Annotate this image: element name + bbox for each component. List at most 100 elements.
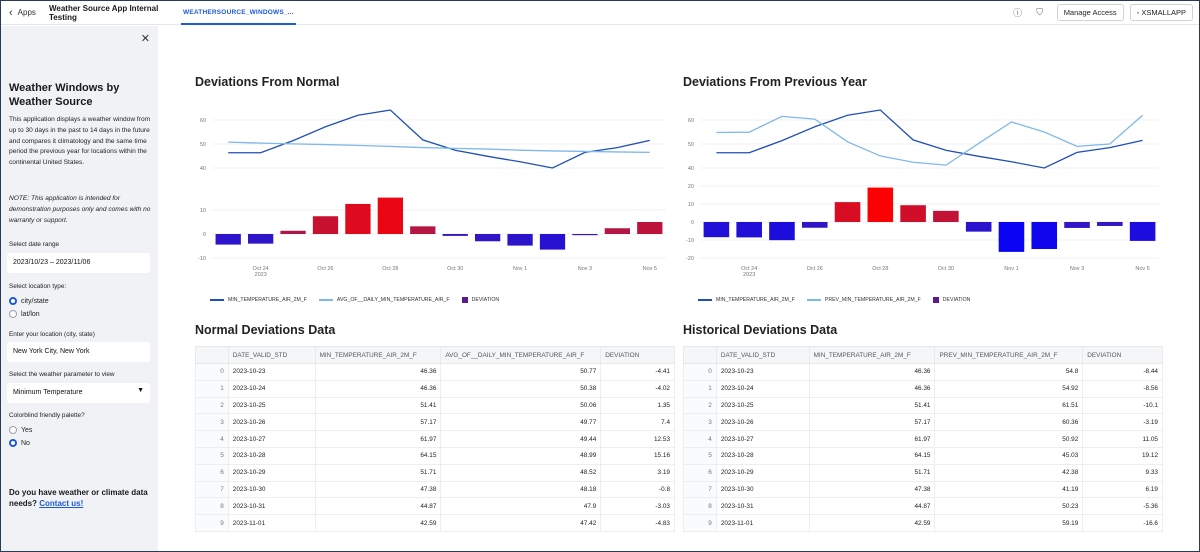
row-index: 2 bbox=[683, 396, 717, 415]
table-row[interactable]: 5 2023-10-28 64.15 45.03 19.12 bbox=[683, 446, 1163, 465]
column-header[interactable] bbox=[195, 346, 229, 364]
location-input[interactable]: New York City, New York bbox=[7, 342, 150, 362]
column-header[interactable]: DATE_VALID_STD bbox=[715, 346, 810, 364]
date-range-label: Select date range bbox=[9, 241, 60, 248]
table-cell: 6.19 bbox=[1082, 480, 1163, 499]
warehouse-button[interactable]: ◦ XSMALLAPP bbox=[1129, 4, 1193, 21]
manage-access-button[interactable]: Manage Access bbox=[1056, 4, 1124, 21]
legend-label: PREV_MIN_TEMPERATURE_AIR_2M_F bbox=[824, 297, 921, 303]
info-icon[interactable]: ⓘ bbox=[1013, 8, 1023, 18]
x-tick-label: Nov 5 bbox=[643, 266, 657, 272]
table-cell: 2023-10-27 bbox=[715, 430, 810, 448]
legend-item: DEVIATION bbox=[461, 297, 499, 303]
table-cell: 2023-10-25 bbox=[715, 396, 810, 415]
table-row[interactable]: 1 2023-10-24 46.36 54.92 -8.56 bbox=[683, 379, 1163, 398]
parameter-select[interactable]: Minimum Temperature ▼ bbox=[7, 383, 150, 403]
back-to-apps-button[interactable]: ‹ Apps bbox=[1, 7, 49, 19]
deviation-bar bbox=[801, 222, 828, 228]
location-input-label: Enter your location (city, state) bbox=[9, 331, 95, 338]
table-row[interactable]: 3 2023-10-26 57.17 49.77 7.4 bbox=[195, 413, 675, 432]
row-index: 0 bbox=[195, 363, 229, 381]
column-header[interactable]: DEVIATION bbox=[600, 346, 675, 364]
deviation-bar bbox=[867, 187, 894, 222]
legend-label: MIN_TEMPERATURE_AIR_2M_F bbox=[716, 297, 795, 303]
table-cell: 42.59 bbox=[808, 514, 936, 532]
radio-lat-lon[interactable]: lat/lon bbox=[9, 310, 40, 318]
table-row[interactable]: 6 2023-10-29 51.71 42.38 9.33 bbox=[683, 463, 1163, 482]
table-row[interactable]: 3 2023-10-26 57.17 60.36 -3.19 bbox=[683, 413, 1163, 432]
row-index: 2 bbox=[195, 396, 229, 415]
x-tick-label: Oct 28 bbox=[872, 266, 888, 272]
app-title: Weather Source App Internal Testing bbox=[49, 3, 159, 22]
radio-selected-indicator bbox=[9, 439, 17, 447]
column-header[interactable]: DATE_VALID_STD bbox=[227, 346, 316, 364]
table-row[interactable]: 8 2023-10-31 44.87 50.23 -5.36 bbox=[683, 497, 1163, 516]
table-row[interactable]: 7 2023-10-30 47.38 48.18 -0.8 bbox=[195, 480, 675, 499]
tab-weathersource-windows[interactable]: WEATHERSOURCE_WINDOWS_... bbox=[181, 1, 296, 25]
table-row[interactable]: 9 2023-11-01 42.59 47.42 -4.83 bbox=[195, 514, 675, 532]
table-row[interactable]: 6 2023-10-29 51.71 48.52 3.19 bbox=[195, 463, 675, 482]
table-row[interactable]: 2 2023-10-25 51.41 50.06 1.35 bbox=[195, 396, 675, 415]
table-cell: 54.8 bbox=[934, 363, 1084, 381]
table-row[interactable]: 4 2023-10-27 61.97 49.44 12.53 bbox=[195, 430, 675, 448]
table-cell: 47.38 bbox=[314, 480, 442, 499]
table-cell: 51.41 bbox=[314, 396, 442, 415]
table-cell: 2023-10-30 bbox=[227, 480, 316, 499]
row-index: 3 bbox=[195, 413, 229, 432]
sidebar-title: Weather Windows by Weather Source bbox=[9, 82, 120, 108]
column-header[interactable]: MIN_TEMPERATURE_AIR_2M_F bbox=[808, 346, 936, 364]
column-header[interactable]: AVG_OF__DAILY_MIN_TEMPERATURE_AIR_F bbox=[440, 346, 602, 364]
table-row[interactable]: 7 2023-10-30 47.38 41.19 6.19 bbox=[683, 480, 1163, 499]
table-row[interactable]: 1 2023-10-24 46.36 50.38 -4.02 bbox=[195, 379, 675, 398]
table-cell: 61.97 bbox=[314, 430, 442, 448]
column-header[interactable]: MIN_TEMPERATURE_AIR_2M_F bbox=[314, 346, 442, 364]
table-cell: 2023-11-01 bbox=[227, 514, 316, 532]
table-row[interactable]: 4 2023-10-27 61.97 50.92 11.05 bbox=[683, 430, 1163, 448]
radio-palette-yes[interactable]: Yes bbox=[9, 426, 32, 434]
table-cell: 57.17 bbox=[314, 413, 442, 432]
radio-palette-no[interactable]: No bbox=[9, 439, 30, 447]
row-index: 6 bbox=[683, 463, 717, 482]
table-cell: -5.36 bbox=[1082, 497, 1163, 516]
y-tick-label: 10 bbox=[200, 208, 206, 214]
parameter-label: Select the weather parameter to view bbox=[9, 371, 115, 378]
back-label: Apps bbox=[17, 8, 36, 17]
deviation-bar bbox=[834, 202, 861, 222]
column-header[interactable]: PREV_MIN_TEMPERATURE_AIR_2M_F bbox=[934, 346, 1084, 364]
close-icon[interactable]: ✕ bbox=[140, 33, 150, 45]
table-cell: -8.44 bbox=[1082, 363, 1163, 381]
table-cell: 59.19 bbox=[934, 514, 1084, 532]
table-cell: 2023-10-27 bbox=[227, 430, 316, 448]
table-cell: -0.8 bbox=[600, 480, 675, 499]
table-row[interactable]: 9 2023-11-01 42.59 59.19 -16.6 bbox=[683, 514, 1163, 532]
table-cell: 51.41 bbox=[808, 396, 936, 415]
contact-us-link[interactable]: Contact us! bbox=[39, 499, 84, 508]
column-header[interactable]: DEVIATION bbox=[1082, 346, 1163, 364]
table-row[interactable]: 0 2023-10-23 46.36 50.77 -4.41 bbox=[195, 363, 675, 381]
table-cell: 50.77 bbox=[440, 363, 602, 381]
deviation-bar bbox=[637, 222, 663, 234]
row-index: 8 bbox=[195, 497, 229, 516]
table-row[interactable]: 0 2023-10-23 46.36 54.8 -8.44 bbox=[683, 363, 1163, 381]
table-row[interactable]: 2 2023-10-25 51.41 61.51 -10.1 bbox=[683, 396, 1163, 415]
radio-city-state[interactable]: city/state bbox=[9, 297, 49, 305]
date-range-input[interactable]: 2023/10/23 – 2023/11/06 bbox=[7, 253, 150, 273]
series-line bbox=[228, 109, 650, 169]
table-row[interactable]: 5 2023-10-28 64.15 48.99 15.16 bbox=[195, 446, 675, 465]
table-cell: 2023-10-23 bbox=[227, 363, 316, 381]
table-title-normal: Normal Deviations Data bbox=[195, 323, 336, 337]
shield-icon[interactable]: ⛉ bbox=[1036, 7, 1044, 17]
deviation-bar bbox=[345, 203, 371, 234]
column-header[interactable] bbox=[683, 346, 717, 364]
legend-swatch bbox=[318, 299, 333, 301]
table-cell: 12.53 bbox=[600, 430, 675, 448]
table-cell: 9.33 bbox=[1082, 463, 1163, 482]
x-tick-label: Oct 28 bbox=[382, 266, 398, 272]
row-index: 6 bbox=[195, 463, 229, 482]
top-right-actions: ⓘ ⛉ Manage Access ◦ XSMALLAPP bbox=[1007, 4, 1193, 21]
table-cell: 44.87 bbox=[314, 497, 442, 516]
table-cell: 3.19 bbox=[600, 463, 675, 482]
table-header-row: DATE_VALID_STD MIN_TEMPERATURE_AIR_2M_F AV… bbox=[195, 346, 675, 364]
row-index: 0 bbox=[683, 363, 717, 381]
table-row[interactable]: 8 2023-10-31 44.87 47.9 -3.03 bbox=[195, 497, 675, 516]
